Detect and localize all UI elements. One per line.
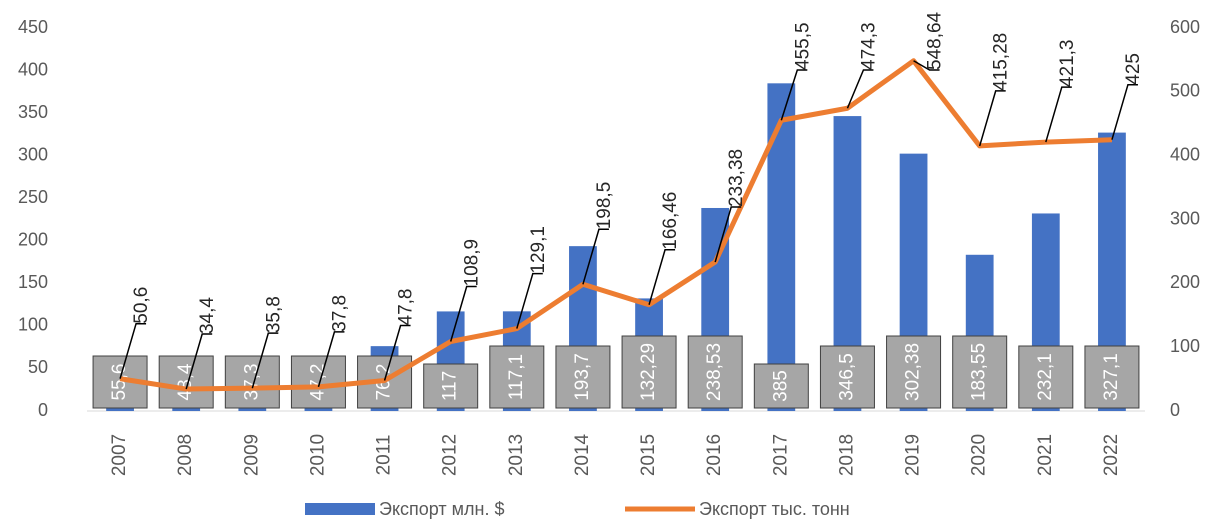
x-tick-label: 2008 — [175, 434, 196, 476]
legend-label: Экспорт тыс. тонн — [699, 499, 850, 519]
y-tick-label: 300 — [18, 144, 48, 164]
y-tick-label: 50 — [28, 357, 48, 377]
data-label-box — [158, 355, 214, 409]
line — [119, 58, 1113, 392]
legend-swatch — [305, 503, 375, 515]
line-data-label: 455,5 — [792, 22, 813, 70]
line-data-label: 166,46 — [660, 192, 681, 250]
line-data-label: 548,64 — [925, 11, 946, 70]
leader-line — [582, 228, 609, 285]
data-label: 183,55 — [969, 343, 990, 401]
data-label: 302,38 — [903, 343, 924, 401]
data-label-box — [621, 335, 677, 409]
leader-line — [978, 90, 1006, 147]
data-label: 193,7 — [572, 353, 593, 401]
leader-line — [846, 69, 874, 109]
line-data-label: 47,8 — [396, 289, 417, 326]
line-data-label: 421,3 — [1057, 40, 1078, 88]
x-tick-label: 2017 — [770, 434, 791, 476]
leader-line — [1045, 86, 1072, 143]
line-data-label: 37,8 — [329, 295, 350, 332]
x-tick-label: 2019 — [903, 434, 924, 476]
bar — [767, 83, 796, 412]
y2-tick-label: 300 — [1170, 208, 1200, 228]
y-tick-label: 200 — [18, 230, 48, 250]
y2-tick-label: 0 — [1170, 400, 1180, 420]
line-data-label: 415,28 — [991, 33, 1012, 91]
leader-line — [251, 332, 279, 389]
data-label: 47,2 — [307, 364, 328, 401]
x-tick-label: 2013 — [506, 434, 527, 476]
x-tick-label: 2012 — [440, 434, 461, 476]
data-label-box — [819, 345, 875, 409]
leader-line — [714, 206, 742, 263]
line-data-label: 425 — [1123, 53, 1144, 85]
x-tick-label: 2011 — [374, 435, 395, 476]
x-tick-label: 2021 — [1035, 434, 1056, 476]
leader-line — [383, 324, 411, 381]
x-tick-label: 2015 — [638, 434, 659, 476]
data-label: 117,1 — [506, 354, 527, 400]
data-label-box — [555, 345, 611, 409]
line-data-label: 198,5 — [594, 182, 615, 230]
y2-tick-label: 100 — [1170, 336, 1200, 356]
data-label-box — [224, 355, 280, 409]
data-label: 37,3 — [241, 364, 262, 401]
leader-line — [1111, 83, 1138, 140]
leader-line — [119, 322, 147, 379]
leader-line — [185, 333, 213, 390]
data-label: 238,53 — [704, 343, 725, 401]
data-label-box — [952, 335, 1008, 409]
data-label-box — [1018, 345, 1074, 409]
x-tick-label: 2014 — [572, 433, 593, 476]
line-data-label: 34,4 — [197, 297, 218, 334]
data-label-box — [489, 345, 545, 409]
x-tick-label: 2020 — [969, 434, 990, 476]
y-tick-label: 100 — [18, 315, 48, 335]
y-tick-label: 350 — [18, 102, 48, 122]
y-tick-label: 450 — [18, 17, 48, 37]
data-label: 48,4 — [175, 363, 196, 400]
y-tick-label: 400 — [18, 59, 48, 79]
data-label-box — [423, 363, 479, 409]
leader-line — [780, 69, 808, 121]
line-data-label: 233,38 — [726, 149, 747, 207]
line-data-label: 108,9 — [462, 239, 483, 287]
data-label: 232,1 — [1035, 353, 1056, 401]
x-tick-label: 2009 — [241, 434, 262, 476]
line-data-label: 35,8 — [263, 296, 284, 333]
y-tick-label: 150 — [18, 272, 48, 292]
y-tick-label: 0 — [38, 400, 48, 420]
x-tick-label: 2016 — [704, 434, 725, 476]
data-label: 385 — [770, 370, 791, 402]
y-tick-label: 250 — [18, 187, 48, 207]
data-label: 117 — [440, 371, 461, 401]
data-label-box — [886, 335, 942, 409]
leader-line — [317, 331, 345, 388]
x-tick-label: 2018 — [836, 434, 857, 476]
line-data-label: 474,3 — [858, 22, 879, 70]
data-label-box — [687, 335, 743, 409]
leader-line — [516, 272, 543, 329]
data-label: 55,6 — [109, 364, 130, 401]
y2-tick-label: 400 — [1170, 144, 1200, 164]
leader-line — [449, 285, 477, 342]
line-data-label: 129,1 — [528, 226, 549, 274]
x-tick-label: 2010 — [307, 434, 328, 476]
y2-tick-label: 500 — [1170, 81, 1200, 101]
data-label-box — [1084, 345, 1140, 409]
y2-tick-label: 200 — [1170, 272, 1200, 292]
legend-label: Экспорт млн. $ — [379, 499, 504, 519]
data-label: 346,5 — [836, 353, 857, 401]
x-tick-label: 2022 — [1101, 434, 1122, 476]
data-label-box — [753, 363, 809, 409]
data-label: 132,29 — [638, 343, 659, 401]
y2-tick-label: 600 — [1170, 17, 1200, 37]
leader-line — [913, 60, 940, 71]
leader-line — [648, 248, 676, 305]
line-data-label: 50,6 — [131, 287, 152, 324]
x-tick-label: 2007 — [109, 434, 130, 476]
data-label: 327,1 — [1101, 353, 1122, 401]
